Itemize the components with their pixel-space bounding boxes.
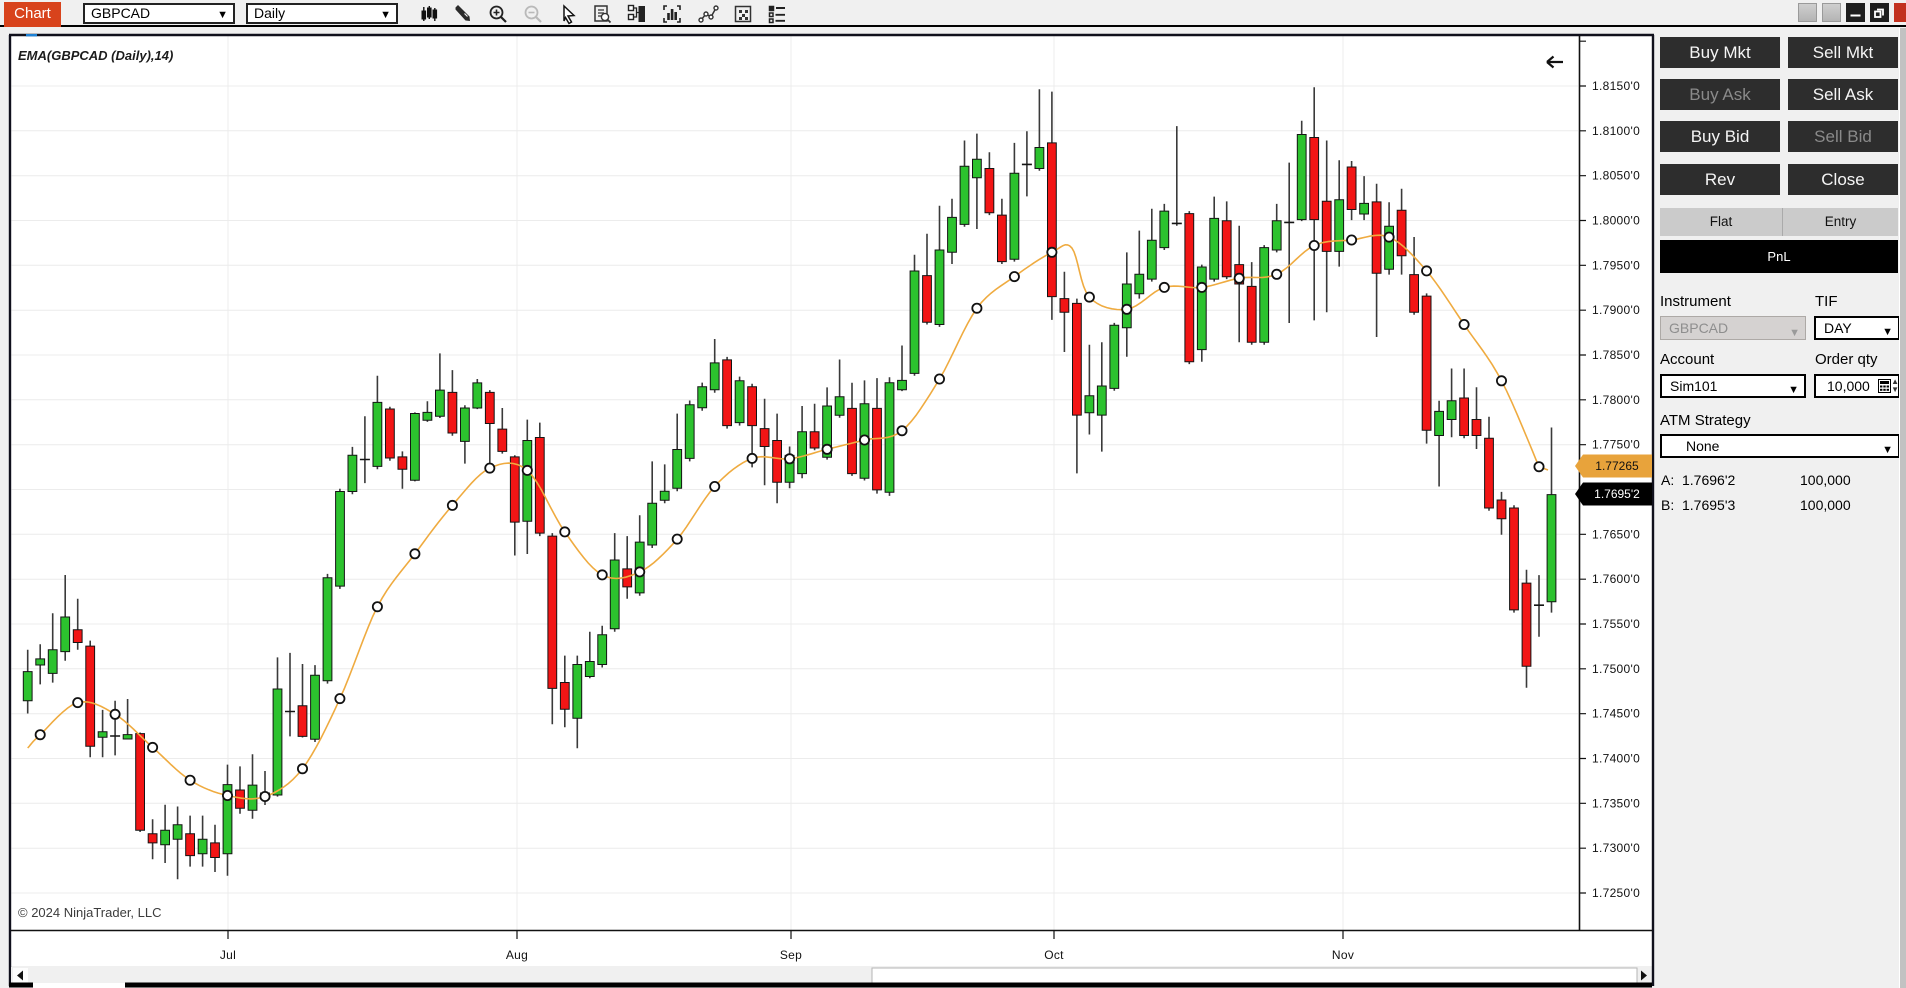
svg-text:1.7500'0: 1.7500'0 bbox=[1592, 662, 1640, 676]
svg-text:1.7800'0: 1.7800'0 bbox=[1592, 393, 1640, 407]
svg-text:1.7950'0: 1.7950'0 bbox=[1592, 258, 1640, 272]
svg-text:1.7695'2: 1.7695'2 bbox=[1594, 487, 1640, 501]
svg-text:1.7450'0: 1.7450'0 bbox=[1592, 707, 1640, 721]
svg-text:© 2024 NinjaTrader, LLC: © 2024 NinjaTrader, LLC bbox=[18, 905, 162, 920]
svg-text:Sep: Sep bbox=[780, 948, 802, 962]
svg-text:1.8000'0: 1.8000'0 bbox=[1592, 214, 1640, 228]
svg-text:1.8050'0: 1.8050'0 bbox=[1592, 169, 1640, 183]
svg-text:Jul: Jul bbox=[220, 948, 236, 962]
svg-text:1.7250'0: 1.7250'0 bbox=[1592, 886, 1640, 900]
svg-text:1.7900'0: 1.7900'0 bbox=[1592, 303, 1640, 317]
svg-text:1.7350'0: 1.7350'0 bbox=[1592, 796, 1640, 810]
svg-text:1.7600'0: 1.7600'0 bbox=[1592, 572, 1640, 586]
svg-text:1.77265: 1.77265 bbox=[1595, 459, 1639, 473]
svg-text:1.8100'0: 1.8100'0 bbox=[1592, 124, 1640, 138]
svg-text:EMA(GBPCAD (Daily),14): EMA(GBPCAD (Daily),14) bbox=[18, 48, 173, 63]
svg-text:1.7400'0: 1.7400'0 bbox=[1592, 752, 1640, 766]
svg-text:1.8150'0: 1.8150'0 bbox=[1592, 79, 1640, 93]
svg-text:1.7550'0: 1.7550'0 bbox=[1592, 617, 1640, 631]
svg-text:1.7750'0: 1.7750'0 bbox=[1592, 438, 1640, 452]
svg-text:Nov: Nov bbox=[1332, 948, 1354, 962]
svg-text:1.7300'0: 1.7300'0 bbox=[1592, 841, 1640, 855]
svg-text:Oct: Oct bbox=[1044, 948, 1064, 962]
svg-text:1.7850'0: 1.7850'0 bbox=[1592, 348, 1640, 362]
svg-text:1.7650'0: 1.7650'0 bbox=[1592, 527, 1640, 541]
svg-text:Aug: Aug bbox=[506, 948, 528, 962]
